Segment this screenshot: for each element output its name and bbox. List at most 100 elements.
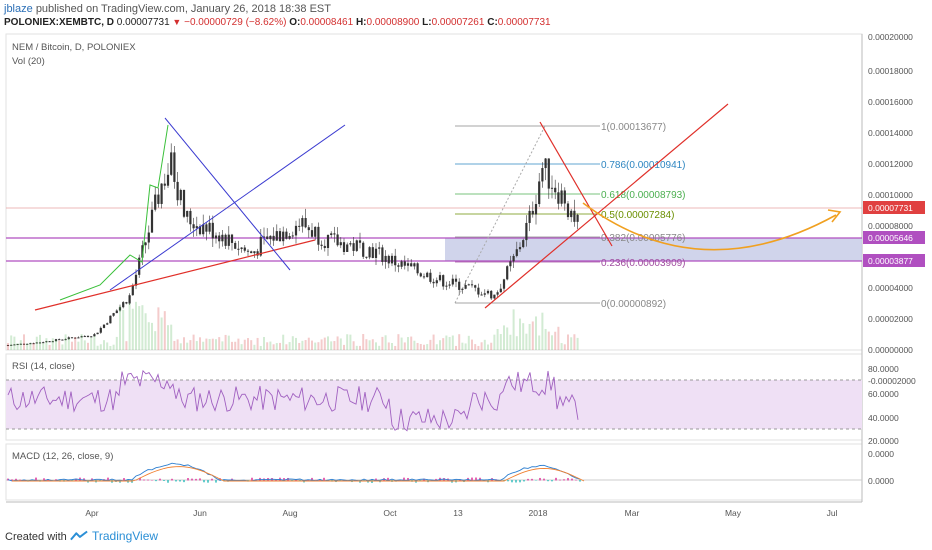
candle-body (214, 235, 218, 239)
symbol-label[interactable]: POLONIEX:XEMBTC, D (4, 17, 115, 28)
volume-bar (7, 343, 9, 350)
tradingview-brand-link[interactable]: TradingView (70, 529, 158, 543)
fib-trend-line (454, 125, 546, 304)
volume-bar (247, 338, 249, 350)
candle-body (186, 210, 189, 217)
candle-body (246, 250, 250, 252)
candle-body (467, 284, 470, 286)
macd-histogram-bar (215, 480, 217, 483)
volume-bar (423, 344, 425, 350)
candlestick-series (6, 143, 579, 347)
macd-histogram-bar (407, 477, 409, 481)
candle-body (48, 341, 51, 343)
candle-body (394, 255, 397, 266)
candle-body (342, 242, 346, 252)
volume-bar (451, 335, 454, 350)
price-tick-label: 0.00004000 (868, 283, 913, 293)
volume-bar (455, 345, 457, 350)
macd-histogram-bar (163, 480, 165, 481)
candle-body (570, 210, 573, 218)
candle-body (160, 183, 163, 204)
candle-body (483, 293, 486, 295)
macd-histogram-bar (559, 479, 561, 481)
candle-body (438, 275, 442, 281)
time-tick-label: Aug (282, 508, 297, 518)
volume-bar (403, 342, 406, 350)
candle-body (365, 256, 368, 258)
volume-bar (311, 340, 313, 350)
candle-body (208, 222, 211, 232)
candle-body (448, 284, 451, 286)
candle-body (54, 339, 58, 342)
volume-bar (320, 339, 323, 350)
last-price-badge-bg (863, 201, 925, 214)
volume-bar (74, 337, 77, 350)
candle-body (362, 242, 365, 257)
volume-bar (323, 337, 326, 350)
volume-bar (327, 336, 329, 350)
volume-bar (317, 342, 320, 350)
macd-histogram-bar (83, 478, 85, 481)
candle-body (266, 236, 269, 240)
volume-bar (272, 344, 275, 350)
candle-body (77, 337, 80, 339)
macd-histogram-bar (151, 479, 153, 481)
candle-body (70, 337, 74, 339)
volume-bar (282, 334, 285, 350)
macd-histogram-bar (299, 480, 301, 481)
rsi-band (6, 380, 862, 429)
candle-body (429, 272, 432, 282)
volume-bar (211, 338, 214, 350)
candle-body (317, 226, 320, 245)
volume-bar (551, 335, 553, 350)
macd-histogram-bar (527, 478, 529, 481)
candle-body (470, 284, 474, 286)
volume-bar (96, 345, 99, 350)
macd-histogram-bar (551, 480, 553, 482)
volume-bar (51, 338, 54, 350)
open-value: 0.00008461 (300, 17, 354, 28)
footer: Created with TradingView (0, 526, 932, 550)
macd-histogram-bar (159, 478, 161, 481)
macd-histogram-bar (315, 479, 317, 481)
candle-body (99, 327, 102, 333)
volume-bar (375, 342, 377, 350)
volume-bar (205, 338, 208, 350)
candle-body (61, 339, 64, 341)
macd-histogram-bar (79, 477, 81, 481)
volume-bar (343, 344, 345, 350)
candle-body (387, 255, 390, 264)
low-label: L: (422, 17, 432, 28)
macd-histogram-bar (543, 478, 545, 481)
candle-body (291, 235, 294, 237)
volume-bar (471, 339, 473, 350)
volume-bar (336, 336, 339, 350)
candle-body (288, 236, 291, 239)
red-uptrend-line (484, 103, 729, 309)
volume-bar (333, 341, 336, 350)
projection-arrowhead-icon (827, 209, 842, 223)
volume-bar (349, 334, 352, 350)
macd-histogram-bar (15, 478, 17, 481)
candle-body (147, 232, 150, 243)
candle-body (534, 204, 538, 215)
macd-histogram-bar (143, 479, 145, 481)
price-tick-label: 0.00016000 (868, 97, 913, 107)
volume-bar (531, 321, 534, 350)
candle-body (461, 288, 464, 290)
candle-body (237, 248, 240, 250)
candle-body (173, 152, 176, 182)
red-downtrend-line (539, 121, 613, 247)
macd-histogram-bar (507, 480, 509, 482)
candle-body (269, 235, 272, 240)
volume-bar (285, 344, 288, 350)
candle-body (480, 294, 483, 296)
candle-body (58, 339, 61, 341)
volume-bar (10, 335, 13, 350)
candle-body (176, 181, 179, 201)
candle-body (275, 231, 278, 241)
author-link[interactable]: jblaze (4, 3, 33, 15)
candle-body (115, 310, 118, 314)
volume-bar (397, 334, 400, 350)
